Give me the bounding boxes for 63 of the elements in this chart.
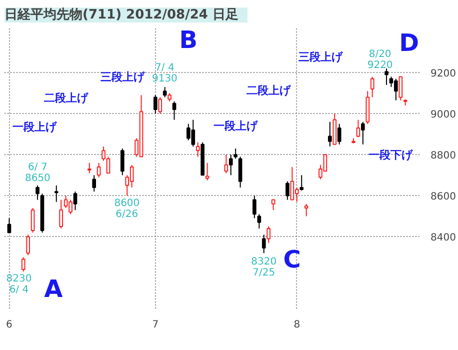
candlestick	[162, 86, 167, 98]
chart-title: 日経平均先物(711) 2012/08/24 日足	[4, 8, 238, 22]
candlestick	[120, 148, 124, 176]
annotation: 8600 6/26	[114, 198, 140, 220]
y-tick-label: 8800	[430, 150, 456, 162]
annotation: 一段上げ	[12, 120, 58, 134]
candlestick	[92, 174, 96, 192]
candlestick	[7, 218, 12, 234]
annotation: 一段上げ	[214, 119, 259, 132]
candlestick	[21, 256, 26, 272]
candlestick	[54, 184, 58, 202]
candlestick	[196, 142, 200, 158]
candlestick	[238, 156, 242, 188]
x-tick-label: 7	[152, 320, 159, 330]
candlestick	[59, 199, 64, 230]
candlestick	[252, 195, 256, 219]
candlestick	[73, 191, 78, 211]
candlestick	[257, 214, 262, 230]
candlestick	[398, 76, 403, 101]
candlestick	[286, 180, 290, 200]
candlestick	[262, 234, 266, 254]
candlestick	[370, 76, 374, 98]
annotation: B	[179, 26, 198, 54]
annotation: 8/20 9220	[367, 48, 393, 71]
candlestick	[300, 174, 304, 192]
annotation: C	[283, 245, 301, 274]
candlestick	[36, 184, 40, 200]
candlestick	[87, 162, 92, 174]
candlestick	[304, 203, 308, 217]
annotation: 6/ 7 8650	[24, 162, 50, 184]
candlestick	[360, 121, 365, 145]
candlestick	[96, 162, 101, 178]
candlestick	[384, 68, 388, 86]
candlestick	[228, 154, 233, 176]
candlestick	[224, 154, 228, 174]
y-tick-label: 9200	[430, 68, 456, 80]
annotation: D	[399, 28, 420, 57]
annotation: 三段上げ	[298, 50, 344, 64]
candlestick	[26, 234, 30, 256]
annotation: 一段下げ	[368, 148, 414, 162]
candlestick	[337, 123, 342, 145]
candlestick	[158, 96, 162, 114]
y-tick-label: 9000	[430, 110, 456, 121]
annotation: A	[44, 274, 64, 303]
annotation: 二段上げ	[246, 84, 292, 97]
annotation: 8230 6/ 4	[6, 274, 32, 296]
annotation: 7/ 4 9130	[152, 62, 178, 85]
y-tick-label: 8600	[430, 192, 456, 203]
candlestick	[328, 121, 332, 147]
candlestick	[271, 199, 276, 211]
annotation: 8320 7/25	[251, 256, 277, 278]
candlestick	[30, 207, 35, 234]
annotation: 二段上げ	[44, 92, 89, 105]
candlestick	[356, 119, 360, 138]
x-tick-label: 8	[294, 320, 300, 330]
y-tick-label: 8400	[430, 232, 456, 244]
x-tick-label: 6	[6, 320, 12, 330]
candlestick	[266, 226, 271, 244]
candlestick	[234, 148, 238, 160]
candlestick	[205, 162, 210, 181]
annotation: 三段上げ	[100, 70, 146, 84]
candlestick	[153, 94, 158, 114]
candlestick	[172, 100, 176, 120]
